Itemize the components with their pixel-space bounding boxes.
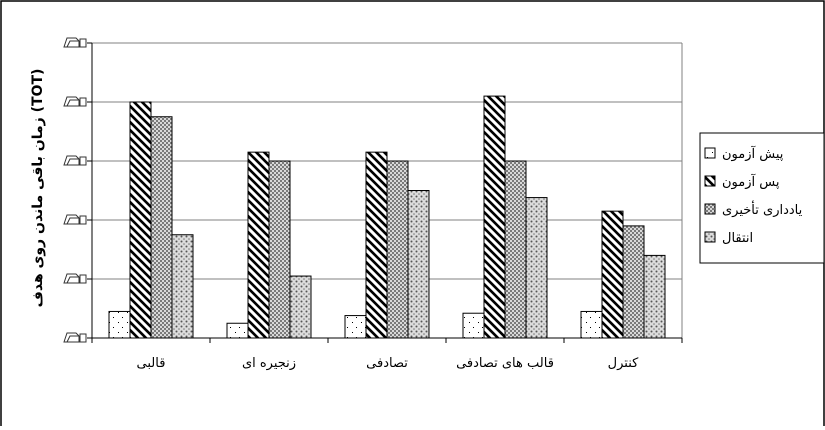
bars [108, 95, 666, 339]
bar [171, 234, 194, 339]
legend-swatch [704, 147, 716, 159]
legend-swatch [704, 203, 716, 215]
y-tick-glyph-icon [63, 273, 87, 284]
legend-box [699, 132, 825, 264]
bar [365, 151, 388, 339]
bar [226, 322, 249, 339]
bar [622, 225, 645, 339]
bar [129, 101, 152, 339]
x-tick-label: تصادفی [366, 356, 408, 371]
legend-label: انتقال [722, 231, 753, 246]
legend-label: یادداری تأخیری [722, 200, 803, 218]
bar [108, 310, 131, 339]
y-tick-glyph-icon [63, 155, 87, 166]
legend: پیش آزمون پس آزمون یادداری تأخیری انتقال [699, 132, 825, 264]
bar [150, 116, 173, 339]
bar [643, 254, 666, 339]
bar [344, 315, 367, 339]
legend-swatch [704, 175, 716, 187]
axes [87, 42, 683, 343]
x-tick-labels: قالبی زنجیره ای تصادفی قالب های تصادفی کنترل [137, 356, 640, 371]
x-tick-label: کنترل [608, 356, 639, 371]
legend-swatch [704, 231, 716, 243]
legend-label: پیش آزمون [722, 145, 784, 162]
bar [483, 95, 506, 339]
y-tick-glyph-icon [63, 214, 87, 225]
x-tick-label: قالب های تصادفی [456, 356, 554, 371]
bar [268, 160, 291, 339]
x-tick-label: قالبی [137, 356, 166, 371]
bar [601, 210, 624, 339]
bar [407, 190, 430, 339]
y-axis-label: زمان باقی ماندن روی هدف (TOT) [30, 69, 46, 308]
bar [580, 310, 603, 339]
bar [462, 312, 485, 339]
y-tick-glyph-icon [63, 37, 87, 48]
y-tick-glyph-icon [63, 332, 87, 343]
bar [504, 160, 527, 339]
bar [525, 197, 548, 339]
legend-label: پس آزمون [722, 173, 780, 190]
x-tick-label: زنجیره ای [242, 356, 296, 371]
bar [289, 275, 312, 339]
y-tick-glyph-icon [63, 96, 87, 107]
bar [386, 160, 409, 339]
bar [247, 151, 270, 339]
y-tick-labels [63, 37, 87, 343]
